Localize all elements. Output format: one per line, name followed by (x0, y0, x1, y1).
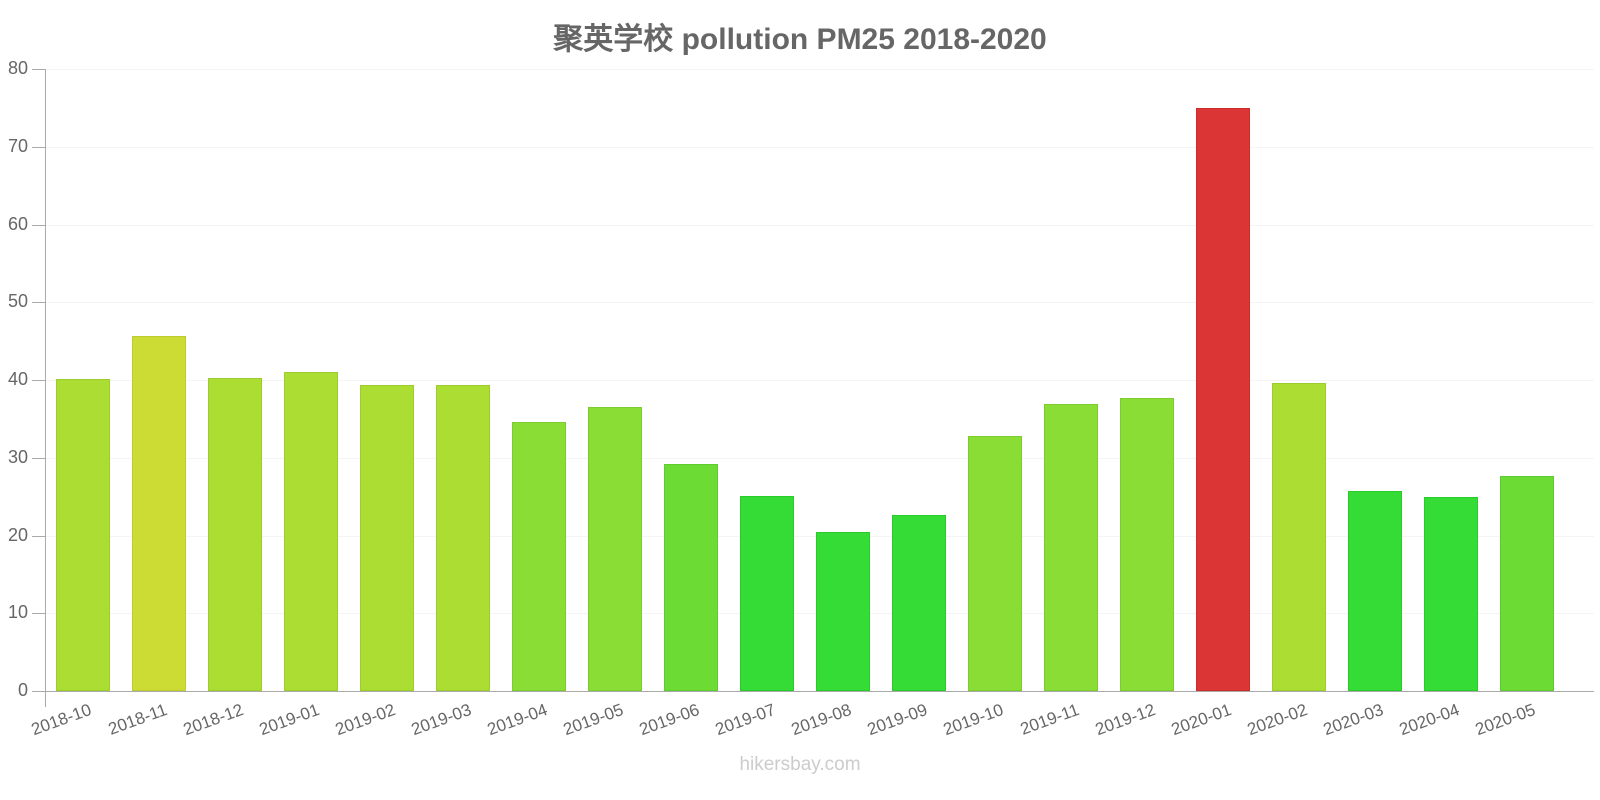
x-tick-label: 2020-01 (1168, 700, 1234, 740)
y-tick (32, 691, 45, 692)
bar-2019-09[interactable] (892, 514, 946, 691)
y-tick-label: 10 (7, 602, 28, 623)
chart-title: 聚英学校 pollution PM25 2018-2020 (553, 23, 1047, 56)
x-tick-label: 2019-04 (484, 700, 550, 740)
y-tick-label: 70 (7, 135, 28, 156)
bar-2019-03[interactable] (436, 385, 490, 691)
y-tick-label: 50 (7, 291, 28, 312)
x-tick-label: 2019-01 (256, 700, 322, 740)
bar-2019-02[interactable] (360, 384, 414, 691)
bar-2018-11[interactable] (132, 336, 186, 691)
bar-2019-12[interactable] (1120, 397, 1174, 691)
bar-2018-10[interactable] (56, 379, 110, 691)
y-tick (32, 535, 45, 537)
x-tick-label: 2019-08 (788, 700, 854, 740)
bar-2019-01[interactable] (284, 372, 338, 691)
bar-2019-07[interactable] (740, 495, 794, 691)
bar-2019-04[interactable] (512, 422, 566, 691)
x-tick-label: 2020-03 (1320, 700, 1386, 740)
x-tick-label: 2019-11 (1017, 700, 1082, 739)
bar-2019-06[interactable] (664, 463, 718, 691)
bar-2020-02[interactable] (1272, 383, 1326, 691)
y-tick-label: 30 (7, 446, 28, 467)
x-tick-label: 2019-12 (1092, 700, 1158, 740)
gridline (46, 146, 1594, 148)
x-tick-label: 2019-03 (408, 700, 474, 740)
watermark: hikersbay.com (739, 754, 861, 775)
y-tick (32, 69, 45, 70)
x-tick-label: 2018-10 (28, 700, 94, 740)
y-tick (32, 613, 45, 615)
bar-2019-11[interactable] (1044, 404, 1098, 691)
y-tick (32, 302, 45, 304)
y-tick-label: 40 (7, 369, 28, 389)
y-tick (32, 457, 45, 459)
x-tick-label: 2019-09 (864, 700, 930, 740)
x-tick-label: 2020-05 (1472, 700, 1538, 740)
y-tick-label: 20 (7, 524, 28, 545)
gridline (46, 457, 1594, 459)
bar-2020-01[interactable] (1196, 107, 1250, 691)
y-tick-label: 60 (7, 213, 28, 234)
x-tick-label: 2019-10 (940, 700, 1006, 740)
y-tick (32, 224, 45, 226)
x-axis-line (45, 691, 1594, 692)
bar-2020-04[interactable] (1424, 497, 1478, 691)
x-tick-label: 2019-07 (712, 700, 778, 740)
bar-2019-10[interactable] (968, 435, 1022, 691)
plot-area (46, 69, 1594, 692)
x-tick-label: 2018-11 (105, 700, 170, 739)
bar-2020-03[interactable] (1348, 491, 1402, 691)
gridline (46, 224, 1594, 226)
y-axis-line (45, 69, 46, 707)
y-tick-label: 0 (17, 680, 28, 700)
x-tick-label: 2020-04 (1396, 700, 1462, 740)
bar-2020-05[interactable] (1500, 476, 1554, 691)
bar-2019-08[interactable] (816, 531, 870, 691)
x-tick-label: 2019-02 (332, 700, 398, 740)
y-tick (32, 380, 45, 381)
x-tick-label: 2019-05 (560, 700, 626, 740)
y-tick-label: 80 (7, 58, 28, 78)
gridline (46, 302, 1594, 304)
x-tick-label: 2019-06 (636, 700, 702, 740)
gridline (46, 380, 1594, 381)
y-tick (32, 146, 45, 148)
x-tick-label: 2018-12 (180, 700, 246, 740)
bar-2018-12[interactable] (208, 377, 262, 691)
gridline (46, 69, 1594, 70)
bar-2019-05[interactable] (588, 407, 642, 691)
x-tick-label: 2020-02 (1244, 700, 1310, 740)
